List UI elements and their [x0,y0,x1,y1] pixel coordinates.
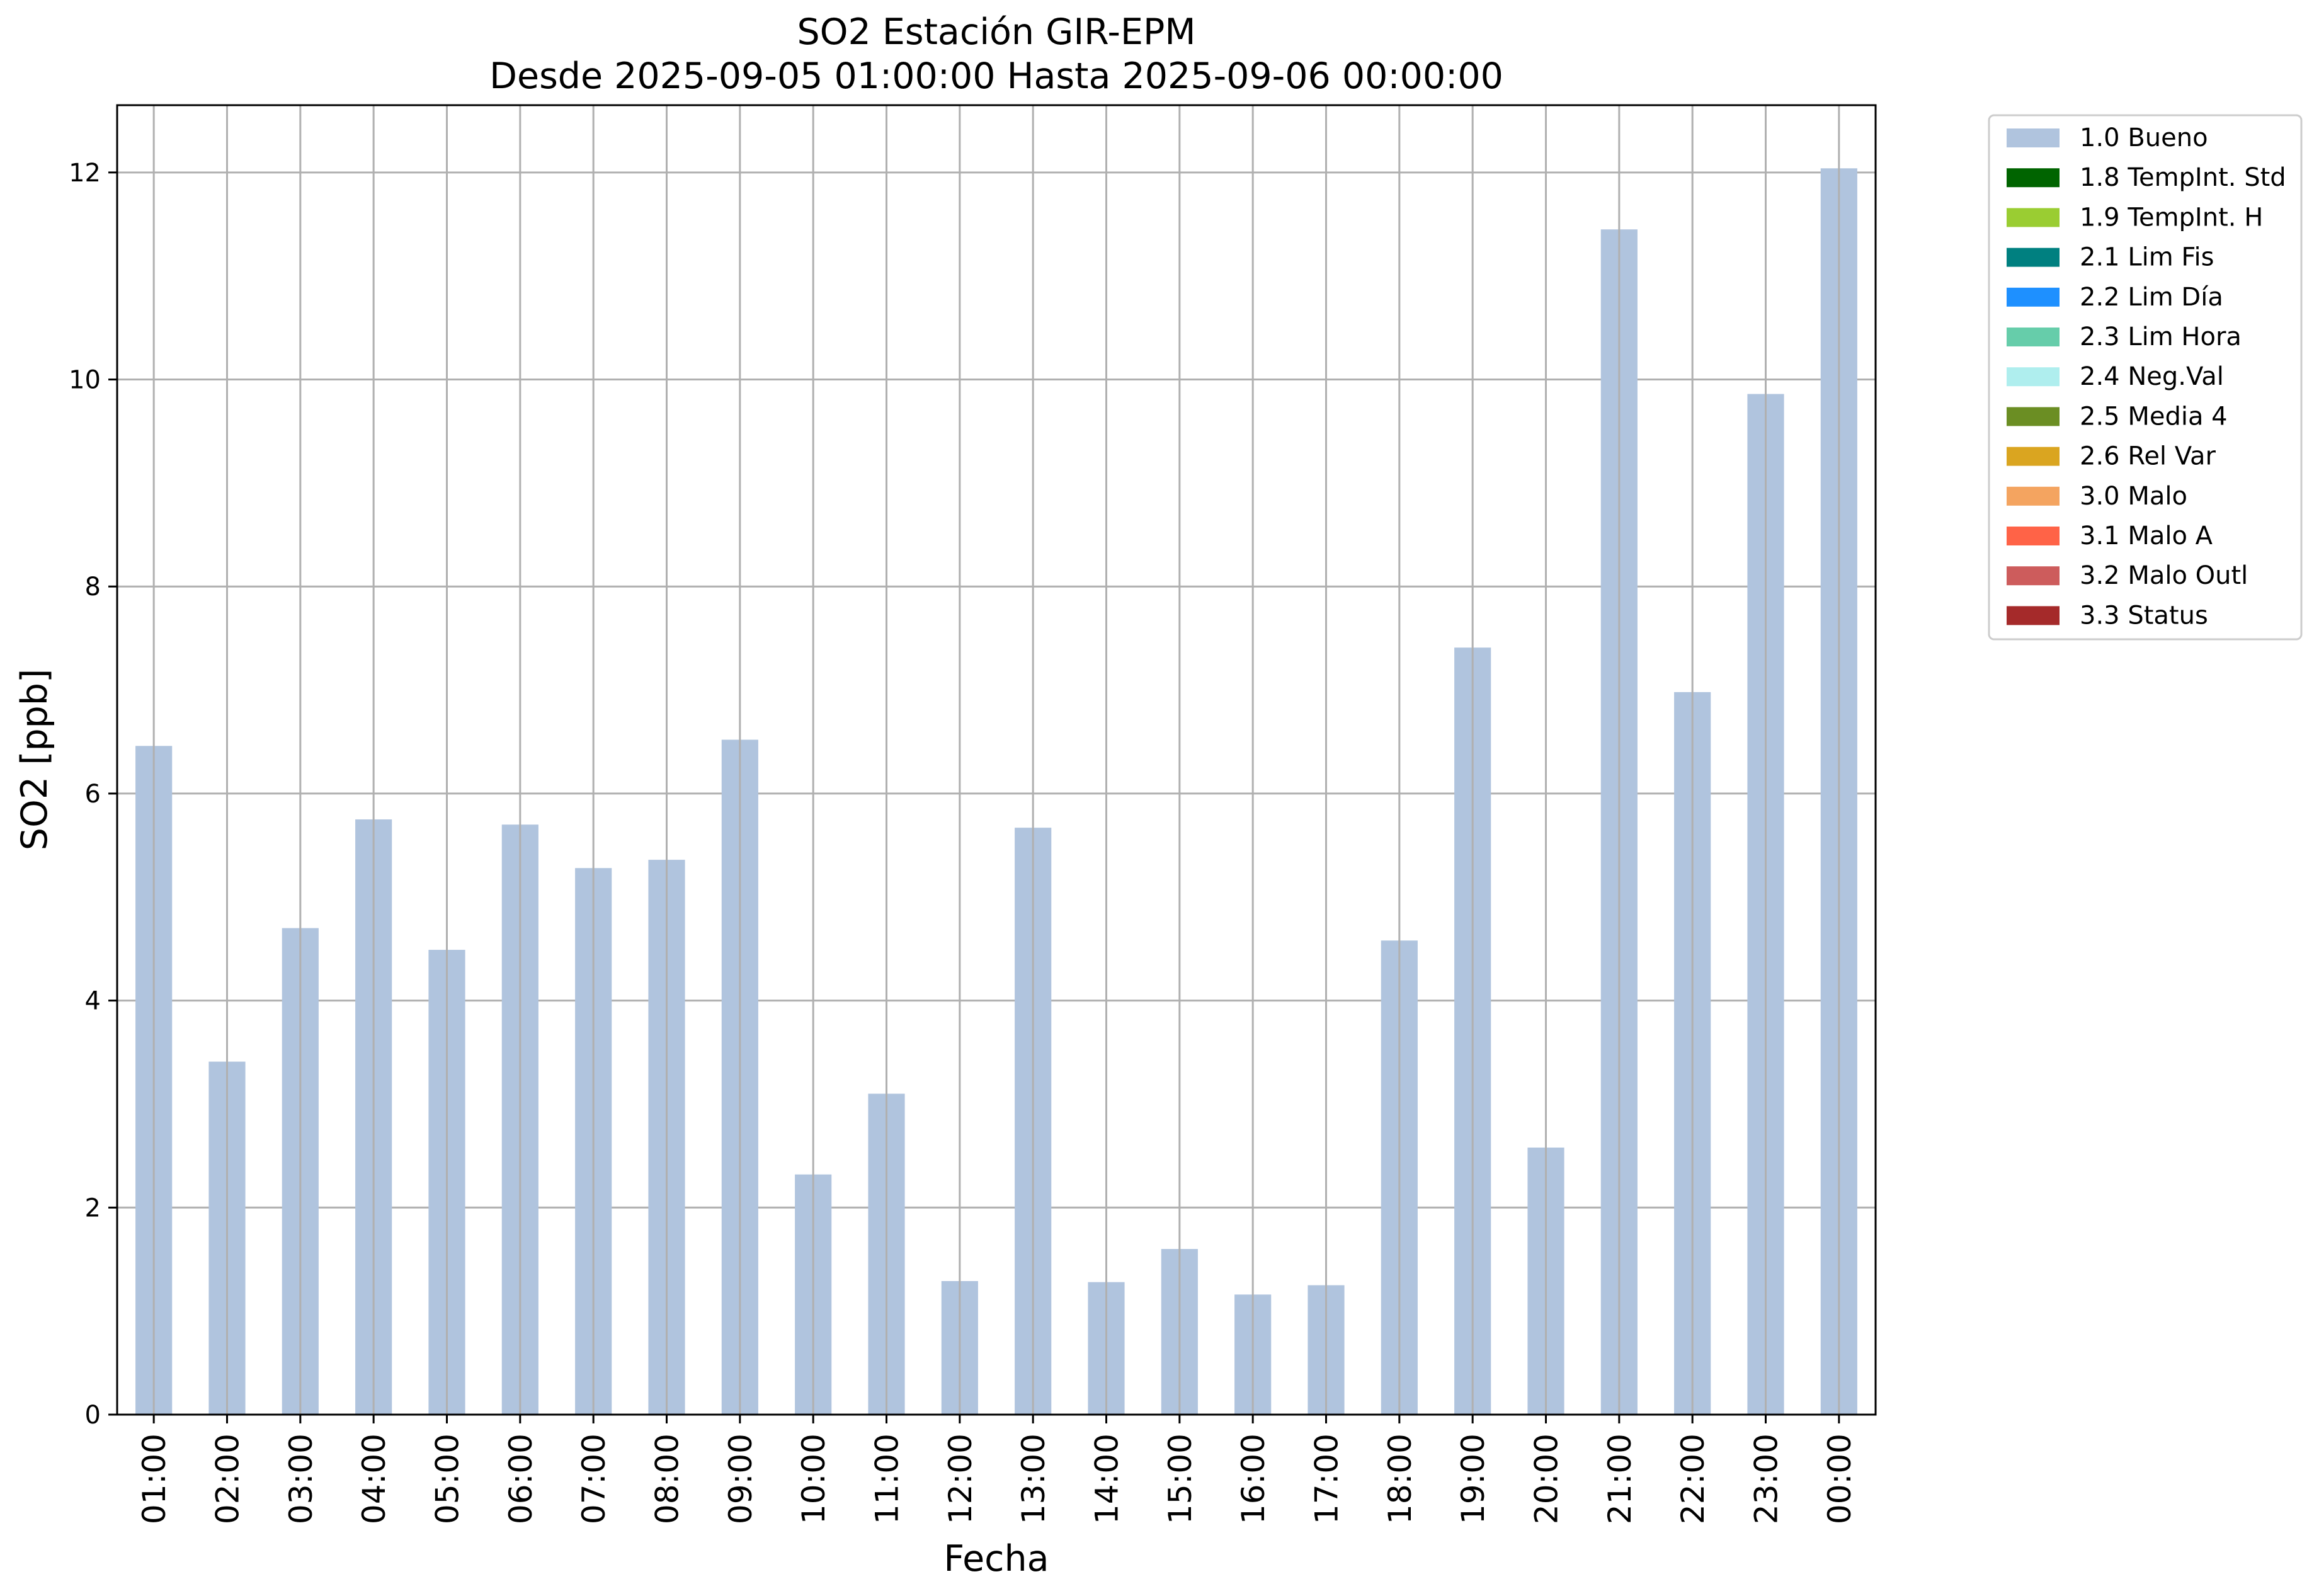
legend: 1.0 Bueno 1.8 TempInt. Std 1.9 TempInt. H 2… [1988,114,2303,641]
legend-label: 1.9 TempInt. H [2080,203,2263,232]
legend-swatch [2007,447,2060,466]
legend-label: 2.3 Lim Hora [2080,322,2242,351]
legend-swatch [2007,367,2060,387]
x-tick-label: 01:00 [136,1434,173,1524]
plot-area-background [117,105,1876,1415]
legend-swatch [2007,566,2060,586]
legend-swatch [2007,208,2060,227]
y-tick-label: 10 [69,366,101,395]
x-tick-label: 13:00 [1015,1434,1052,1524]
legend-label: 3.1 Malo A [2080,522,2213,550]
legend-label: 1.8 TempInt. Std [2080,163,2286,192]
x-tick-label: 02:00 [210,1434,246,1524]
x-tick-label: 21:00 [1602,1434,1638,1524]
grid-lines [117,171,1876,1209]
legend-swatch [2007,328,2060,346]
x-tick-label: 19:00 [1455,1434,1491,1524]
legend-label: 2.6 Rel Var [2080,442,2216,471]
plot-area-frame [116,104,1877,1416]
legend-label: 3.0 Malo [2080,482,2187,511]
legend-label: 3.3 Status [2080,601,2208,630]
x-tick-label: 11:00 [869,1434,906,1524]
x-tick-label: 15:00 [1162,1434,1199,1524]
legend-swatch [2007,407,2060,426]
x-tick-label: 00:00 [1821,1434,1858,1524]
x-tick-label: 17:00 [1309,1434,1345,1524]
vertical-grid-lines [152,105,1840,1415]
x-tick-label: 22:00 [1675,1434,1711,1524]
x-axis-label: Fecha [943,1538,1049,1580]
x-tick-label: 07:00 [576,1434,612,1524]
y-axis-ticks: 0 2 4 6 8 10 12 [69,159,117,1430]
x-tick-label: 16:00 [1235,1434,1272,1524]
legend-label: 2.1 Lim Fis [2080,243,2214,272]
x-tick-label: 05:00 [430,1434,466,1524]
x-tick-label: 12:00 [942,1434,979,1524]
legend-swatch [2007,248,2060,267]
legend-swatch [2007,168,2060,188]
legend-label: 1.0 Bueno [2080,123,2208,152]
legend-swatch [2007,486,2060,506]
x-axis-ticks: 01:00 02:00 03:00 04:00 05:00 06:00 07:00 08:00… [136,1415,1858,1524]
chart-title-line-2: Desde 2025-09-05 01:00:00 Hasta 2025-09-… [489,55,1503,97]
x-tick-label: 10:00 [795,1434,832,1524]
x-tick-label: 23:00 [1748,1434,1785,1524]
legend-swatch [2007,527,2060,545]
legend-swatch [2007,287,2060,307]
x-tick-label: 20:00 [1529,1434,1565,1524]
x-tick-label: 04:00 [356,1434,392,1524]
x-tick-label: 03:00 [283,1434,319,1524]
legend-label: 2.2 Lim Día [2080,283,2223,312]
y-axis-label: SO2 [ppb] [14,669,55,850]
legend-items: 1.0 Bueno 1.8 TempInt. Std 1.9 TempInt. H 2… [2007,123,2286,630]
y-tick-label: 0 [85,1401,101,1430]
x-tick-label: 06:00 [503,1434,539,1524]
legend-label: 3.2 Malo Outl [2080,561,2248,590]
x-tick-label: 08:00 [649,1434,686,1524]
legend-label: 2.5 Media 4 [2080,402,2228,431]
legend-label: 2.4 Neg.Val [2080,362,2224,391]
legend-frame [1988,114,2303,641]
y-tick-label: 8 [85,573,101,601]
y-tick-label: 6 [85,780,101,809]
legend-swatch [2007,128,2060,147]
y-tick-label: 2 [85,1194,101,1223]
legend-swatch [2007,606,2060,625]
y-tick-label: 12 [69,159,101,188]
x-tick-label: 14:00 [1089,1434,1125,1524]
y-tick-label: 4 [85,987,101,1016]
x-tick-label: 09:00 [722,1434,759,1524]
x-tick-label: 18:00 [1382,1434,1418,1524]
chart-title-line-1: SO2 Estación GIR-EPM [797,11,1195,53]
